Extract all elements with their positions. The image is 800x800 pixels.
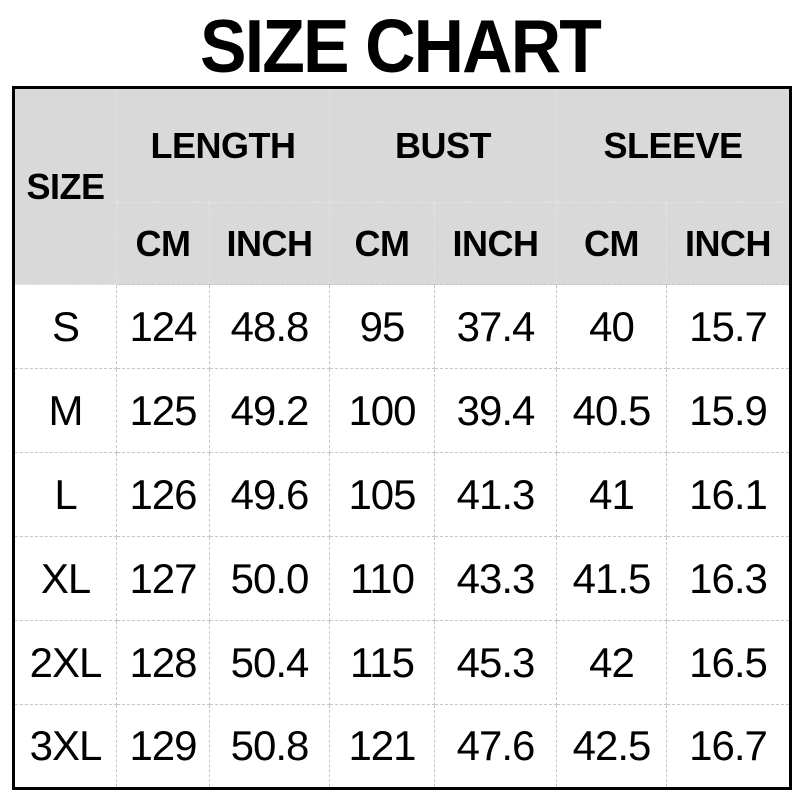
bust-inch-cell: 37.4 <box>434 284 557 369</box>
sleeve-inch-cell: 16.3 <box>666 536 791 621</box>
page-title: SIZE CHART <box>200 4 602 88</box>
length-cm-cell: 124 <box>116 284 210 369</box>
bust-inch-cell: 39.4 <box>434 368 557 453</box>
header-bust-inch: INCH <box>434 202 557 285</box>
size-cell: 3XL <box>13 704 117 789</box>
length-inch-cell: 50.4 <box>209 620 330 705</box>
sleeve-cm-cell: 41.5 <box>556 536 667 621</box>
length-inch-cell: 48.8 <box>209 284 330 369</box>
length-cm-cell: 126 <box>116 452 210 537</box>
table-row-xl: XL 127 50.0 110 43.3 41.5 16.3 <box>13 536 791 621</box>
sleeve-cm-cell: 40.5 <box>556 368 667 453</box>
header-bust-cm: CM <box>329 202 435 285</box>
bust-cm-cell: 95 <box>329 284 435 369</box>
size-cell: XL <box>13 536 117 621</box>
size-cell: 2XL <box>13 620 117 705</box>
sleeve-inch-cell: 16.5 <box>666 620 791 705</box>
bust-inch-cell: 45.3 <box>434 620 557 705</box>
header-unit-row: CM INCH CM INCH CM INCH <box>14 202 791 285</box>
header-size: SIZE <box>13 87 117 285</box>
header-bust: BUST <box>329 87 557 203</box>
sleeve-cm-cell: 41 <box>556 452 667 537</box>
length-cm-cell: 129 <box>116 704 210 789</box>
sleeve-inch-cell: 15.9 <box>666 368 791 453</box>
length-inch-cell: 49.6 <box>209 452 330 537</box>
size-cell: S <box>13 284 117 369</box>
sleeve-cm-cell: 40 <box>556 284 667 369</box>
header-group-row: SIZE LENGTH BUST SLEEVE <box>13 87 791 285</box>
table-row-s: S 124 48.8 95 37.4 40 15.7 <box>13 284 791 369</box>
bust-cm-cell: 121 <box>329 704 435 789</box>
table-row-2xl: 2XL 128 50.4 115 45.3 42 16.5 <box>13 620 791 705</box>
length-cm-cell: 125 <box>116 368 210 453</box>
header-length: LENGTH <box>116 87 330 203</box>
header-sleeve-cm: CM <box>556 202 667 285</box>
table-row-m: M 125 49.2 100 39.4 40.5 15.9 <box>13 368 791 453</box>
size-cell: L <box>13 452 117 537</box>
length-inch-cell: 50.8 <box>209 704 330 789</box>
bust-cm-cell: 100 <box>329 368 435 453</box>
bust-inch-cell: 41.3 <box>434 452 557 537</box>
bust-inch-cell: 47.6 <box>434 704 557 789</box>
length-cm-cell: 128 <box>116 620 210 705</box>
size-chart-table: SIZE LENGTH BUST SLEEVE CM INCH CM INCH … <box>12 86 792 790</box>
bust-cm-cell: 105 <box>329 452 435 537</box>
sleeve-cm-cell: 42 <box>556 620 667 705</box>
length-inch-cell: 50.0 <box>209 536 330 621</box>
header-sleeve: SLEEVE <box>556 87 791 203</box>
header-length-inch: INCH <box>209 202 330 285</box>
header-sleeve-inch: INCH <box>666 202 791 285</box>
size-cell: M <box>13 368 117 453</box>
sleeve-inch-cell: 16.7 <box>666 704 791 789</box>
table-row-l: L 126 49.6 105 41.3 41 16.1 <box>13 452 791 537</box>
bust-cm-cell: 115 <box>329 620 435 705</box>
sleeve-inch-cell: 15.7 <box>666 284 791 369</box>
header-length-cm: CM <box>116 202 210 285</box>
sleeve-inch-cell: 16.1 <box>666 452 791 537</box>
length-inch-cell: 49.2 <box>209 368 330 453</box>
length-cm-cell: 127 <box>116 536 210 621</box>
bust-cm-cell: 110 <box>329 536 435 621</box>
bust-inch-cell: 43.3 <box>434 536 557 621</box>
table-row-3xl: 3XL 129 50.8 121 47.6 42.5 16.7 <box>13 704 791 789</box>
sleeve-cm-cell: 42.5 <box>556 704 667 789</box>
